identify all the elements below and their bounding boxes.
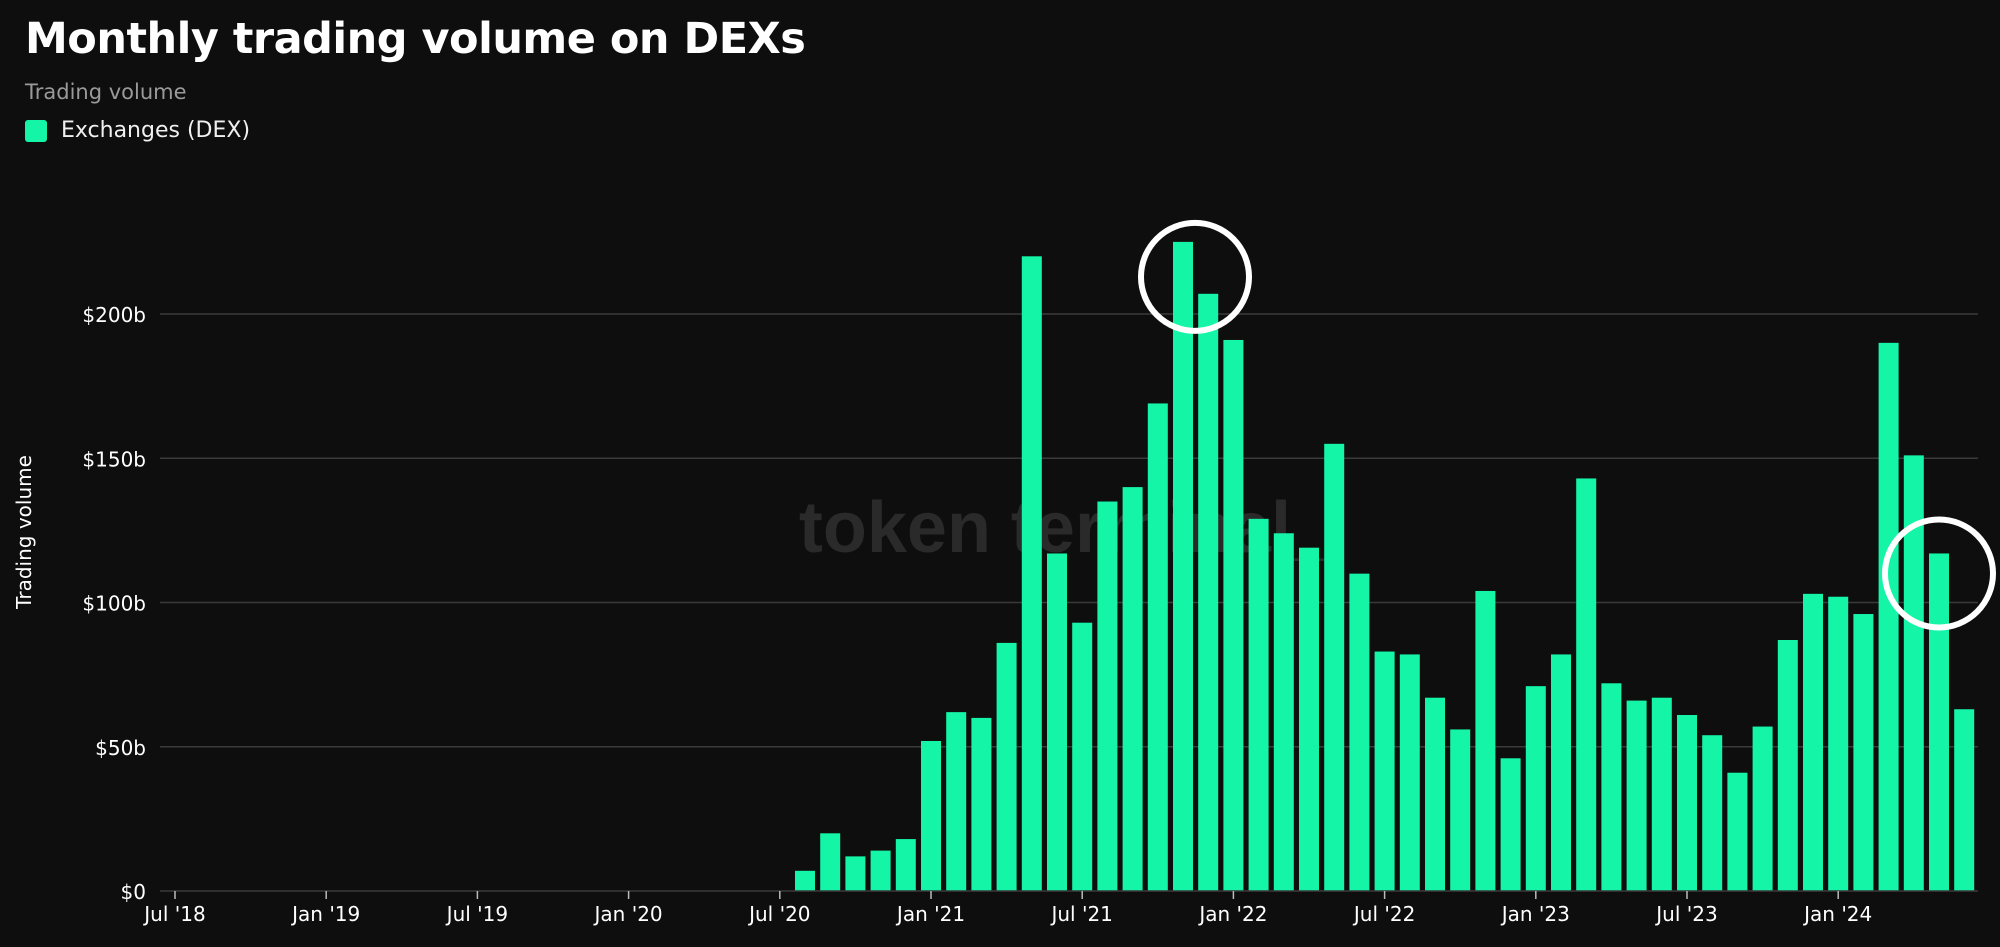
x-tick-label: Jul '23 — [1654, 902, 1717, 926]
y-tick-label: $200b — [82, 303, 146, 327]
axis-layer: $0 $50b $100b $150b $200b Jul '18 Jan '19 Jul '… — [82, 303, 1978, 926]
bar — [1828, 596, 1849, 891]
bar — [1475, 590, 1496, 891]
bar — [1147, 403, 1168, 891]
x-tick-label: Jan '19 — [290, 902, 360, 926]
x-tick-label: Jan '23 — [1500, 902, 1570, 926]
x-tick-label: Jul '21 — [1049, 902, 1112, 926]
x-tick-label: Jul '20 — [747, 902, 810, 926]
x-tick-label: Jul '22 — [1352, 902, 1415, 926]
bar — [1349, 573, 1370, 891]
bar — [1374, 651, 1395, 891]
bar — [795, 870, 815, 891]
bar — [1273, 533, 1294, 891]
bar — [1500, 758, 1521, 891]
x-tick-label: Jan '20 — [593, 902, 663, 926]
bar — [1576, 478, 1597, 891]
bar — [1878, 342, 1899, 892]
bar — [845, 856, 866, 891]
bar — [1072, 622, 1093, 891]
x-tick-label: Jul '18 — [142, 902, 205, 926]
bar — [895, 839, 916, 891]
legend: Exchanges (DEX) — [25, 118, 250, 143]
bar — [1425, 697, 1445, 891]
chart-title: Monthly trading volume on DEXs — [25, 14, 806, 64]
bar — [1702, 735, 1723, 891]
bar — [1903, 455, 1924, 891]
bar — [1097, 501, 1118, 891]
bar — [1450, 729, 1471, 891]
y-tick-label: $100b — [82, 592, 146, 616]
grid-layer — [160, 313, 1978, 748]
bar — [996, 642, 1017, 891]
bar — [1626, 700, 1647, 891]
bar — [820, 833, 841, 891]
bar — [1601, 683, 1622, 891]
bar — [1803, 593, 1823, 891]
bars-layer — [795, 241, 1975, 892]
bar — [1248, 518, 1269, 891]
bar — [946, 712, 967, 891]
bar — [1752, 726, 1773, 891]
y-axis-title: Trading volume — [12, 455, 36, 610]
bar — [1929, 553, 1949, 891]
highlight-layer — [1138, 219, 1996, 631]
bar — [870, 850, 891, 891]
bar — [1853, 614, 1874, 891]
bar — [1525, 686, 1546, 891]
y-tick-label: $0 — [121, 880, 146, 904]
bar — [1223, 339, 1244, 892]
legend-label: Exchanges (DEX) — [61, 118, 251, 143]
bar — [1954, 709, 1975, 891]
bar — [1677, 715, 1697, 891]
x-tick-label: Jan '22 — [1197, 902, 1267, 926]
x-tick-label: Jan '21 — [895, 902, 965, 926]
bar — [1047, 553, 1067, 891]
legend-swatch — [25, 119, 47, 142]
highlight-circle — [1882, 516, 1996, 631]
bar — [1399, 654, 1420, 891]
x-tick-label: Jan '24 — [1802, 902, 1872, 926]
y-tick-label: $50b — [95, 736, 146, 760]
bar — [1651, 697, 1672, 891]
bar — [1122, 487, 1143, 891]
highlight-circle — [1138, 219, 1252, 334]
bar — [1777, 640, 1798, 891]
bar — [1324, 443, 1345, 891]
bar — [971, 717, 992, 891]
y-tick-label: $150b — [82, 447, 146, 471]
bar — [1173, 241, 1193, 891]
bar — [1198, 293, 1219, 891]
x-tick-label: Jul '19 — [445, 902, 508, 926]
bar — [921, 740, 941, 891]
bar — [1299, 547, 1319, 891]
bar — [1551, 654, 1571, 891]
bar — [1727, 772, 1748, 891]
bar — [1021, 256, 1042, 891]
chart-subtitle: Trading volume — [25, 80, 187, 104]
